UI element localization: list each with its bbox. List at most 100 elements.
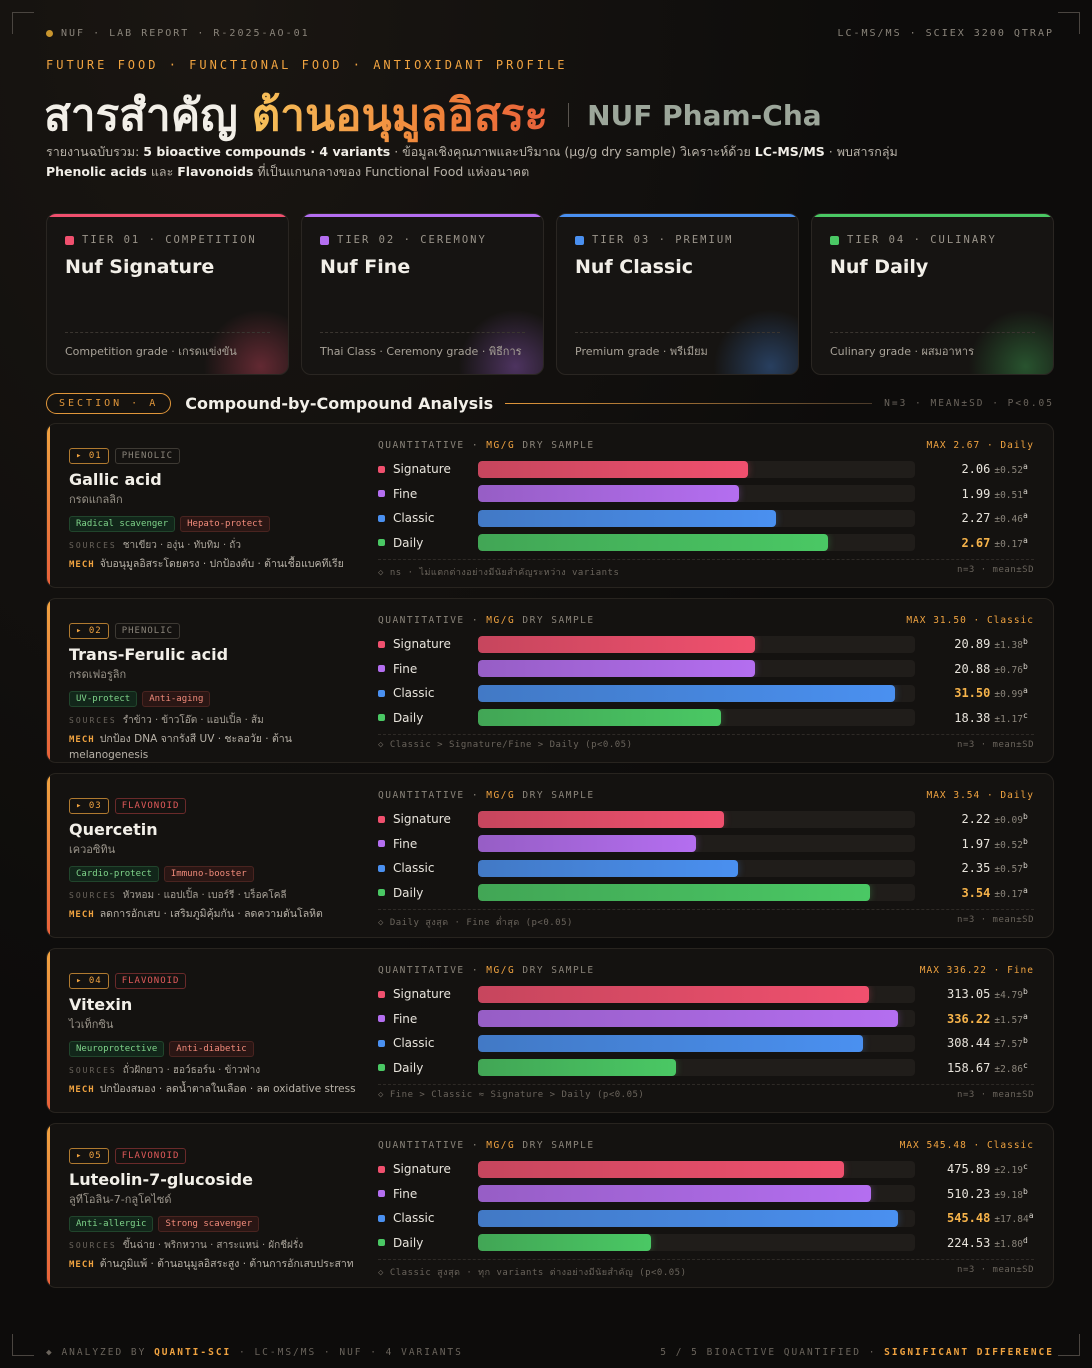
bar-track [478,1185,916,1203]
variant-swatch-icon [378,465,385,473]
sd-text: ±2.86 [994,1063,1023,1075]
compound-number: ▸ 01 [69,448,109,464]
bar-row: Daily 3.54 ±0.17a [378,881,1034,906]
card-accent [47,949,50,1112]
tier-tag-text: TIER 04 · CULINARY [847,234,997,246]
tier-grade: Thai Class · Ceremony grade · พิธีการ [320,345,522,358]
quant-label-text: QUANTITATIVE · [378,965,487,976]
max-label: MAX 2.67 · Daily [926,440,1034,451]
tier-accent-line [557,214,798,217]
variant-label: Classic [392,1211,435,1226]
bar-value: 545.48 [947,1211,991,1226]
bar-row: Classic 31.50 ±0.99a [378,681,1034,706]
bar [478,635,755,653]
effect-tag: Anti-allergic [69,1216,154,1232]
sources-text: ชาเขียว · องุ่น · ทับทิม · ถั่ว [122,540,241,551]
intro-highlight: Flavonoids [177,164,254,179]
sd-text: ±0.46 [994,514,1023,526]
bar-row: Classic 2.27 ±0.46a [378,506,1034,531]
compound-class: FLAVONOID [114,1148,187,1164]
bar-row: Daily 158.67 ±2.86c [378,1056,1034,1081]
tier-grade: Competition grade · เกรดแข่งขัน [65,345,237,358]
tier-swatch-icon [575,235,584,245]
variant-label: Fine [392,1186,418,1201]
sources-label: SOURCES [69,716,117,725]
variant-label: Fine [392,836,418,851]
quant-label: QUANTITATIVE · MG/G DRY SAMPLE [378,615,595,626]
intro-highlight: Phenolic acids [46,164,147,179]
effect-tag: Immuno-booster [163,866,254,882]
variant-label: Classic [392,1036,435,1051]
bar-sd: ±9.18b [994,1187,1034,1201]
section-rule [505,402,873,404]
bar [478,534,829,552]
section-stat: N=3 · MEAN±SD · P<0.05 [884,397,1054,409]
bar-row: Daily 18.38 ±1.17c [378,706,1034,731]
tier-name: Nuf Fine [320,256,411,278]
tier-tag: TIER 01 · COMPETITION [65,234,257,246]
footnote-left: ◇ Classic สูงสุด · ทุก variants ต่างอย่า… [378,1268,687,1278]
compound-thai-name: เควอซิทิน [69,843,116,856]
bar-row: Signature 2.06 ±0.52a [378,457,1034,482]
sources-label: SOURCES [69,1066,117,1075]
bar [478,810,724,828]
section-title: Compound-by-Compound Analysis [185,393,494,413]
bar [478,709,722,727]
sources: SOURCES หัวหอม · แอปเปิ้ล · เบอร์รี · บร็… [69,888,359,903]
variant-swatch-icon [378,1039,385,1047]
tier-glow [968,309,1053,374]
chart-footnote: ◇ Classic สูงสุด · ทุก variants ต่างอย่า… [378,1259,1034,1279]
bar-track [478,709,916,727]
sd-text: ±0.52 [994,839,1023,851]
quant-unit: MG/G [486,440,516,451]
bar-sd: ±0.57b [994,861,1034,875]
quant-suffix: DRY SAMPLE [515,965,595,976]
bar-track [478,1010,916,1028]
bar-sd: ±0.76b [994,662,1034,676]
bar [478,509,776,527]
tier-accent-line [302,214,543,217]
effect-tags: Cardio-protect Immuno-booster [69,866,359,882]
mech-text: ต้านภูมิแพ้ · ต้านอนุมูลอิสระสูง · ต้านก… [99,1258,354,1270]
bar-sd: ±1.80d [994,1236,1034,1250]
variant-swatch-icon [378,1165,385,1173]
footnote-right: n=3 · mean±SD [957,565,1034,575]
summary-highlight: SIGNIFICANT DIFFERENCE [884,1347,1054,1358]
intro-part: รายงานฉบับรวม: [46,144,144,159]
bar-value: 2.06 [961,462,991,477]
compound-thai-name: กรดเฟอรูลิก [69,668,127,681]
title-accent: ต้านอนุมูลอิสระ [252,80,548,150]
sd-text: ±0.51 [994,489,1023,501]
compound-number: ▸ 05 [69,1148,109,1164]
footnote-left: ◇ Fine > Classic ≈ Signature > Daily (p<… [378,1090,645,1100]
effect-tags: UV-protect Anti-aging [69,691,359,707]
sources-text: ถั่วฝักยาว · ฮอว์ธอร์น · ข้าวฟ่าง [122,1065,261,1076]
report-id: NUF · LAB REPORT · R-2025-AO-01 [46,28,310,39]
bar-track [478,460,916,478]
instrument-label: LC-MS/MS · SCIEX 3200 QTRAP [837,28,1054,39]
compound-badges: ▸ 01 PHENOLIC [69,448,359,464]
variant-label: Fine [392,486,418,501]
bar-track [478,1059,916,1077]
max-label: MAX 336.22 · Fine [919,965,1034,976]
significance-letter: c [1022,1162,1028,1172]
bar-value: 2.67 [961,535,991,550]
analyzed-by-highlight: QUANTI-SCI [154,1347,232,1358]
tier-divider [575,332,780,333]
bar-rows: Signature 313.05 ±4.79b Fine 336.22 ±1.57a Cla… [378,982,1034,1080]
sd-text: ±17.84 [994,1214,1029,1226]
bar [478,660,755,678]
effect-tag: Hepato-protect [180,516,270,532]
compound-info: ▸ 02 PHENOLIC Trans-Ferulic acid กรดเฟอรูลิ… [69,623,359,762]
analyzed-by-text: · LC-MS/MS · NUF · 4 VARIANTS [231,1347,463,1358]
sd-text: ±0.17 [994,538,1023,550]
compound-thai-name: กรดแกลลิก [69,493,123,506]
significance-letter: b [1022,987,1028,997]
tier-cards: TIER 01 · COMPETITION Nuf Signature Comp… [46,213,1054,375]
title-brand: NUF Pham-Cha [587,98,822,132]
variant-label: Classic [392,686,435,701]
compound-name: Luteolin-7-glucoside [69,1170,253,1189]
bar-row: Signature 475.89 ±2.19c [378,1157,1034,1182]
bar-sd: ±1.57a [994,1012,1034,1026]
quant-chart: QUANTITATIVE · MG/G DRY SAMPLE MAX 3.54 ·… [378,790,1034,929]
